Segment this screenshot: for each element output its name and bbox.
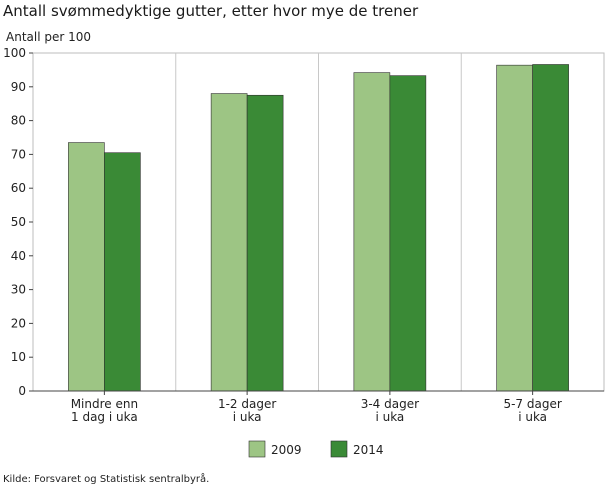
y-tick-label: 70	[11, 147, 26, 161]
y-tick-label: 40	[11, 249, 26, 263]
y-tick-label: 50	[11, 215, 26, 229]
y-tick-label: 10	[11, 350, 26, 364]
legend: 2009 2014	[248, 440, 384, 458]
y-tick-label: 100	[3, 46, 26, 60]
y-tick-label: 60	[11, 181, 26, 195]
bar-2014	[104, 152, 141, 392]
bar-2009	[353, 72, 391, 392]
y-tick-label: 30	[11, 283, 26, 297]
bar-2014	[246, 94, 284, 392]
bar-2014	[389, 75, 427, 392]
y-tick-label: 20	[11, 316, 26, 330]
legend-label-2009: 2009	[271, 443, 302, 457]
legend-swatch-2014	[330, 440, 348, 458]
y-tick-label: 80	[11, 114, 26, 128]
legend-label-2014: 2014	[353, 443, 384, 457]
y-tick-label: 0	[18, 384, 26, 398]
x-tick-label: 5-7 dager i uka	[503, 397, 561, 424]
legend-swatch-2009	[248, 440, 266, 458]
y-axis-label: Antall per 100	[6, 30, 91, 44]
x-tick-label: 3-4 dager i uka	[361, 397, 419, 424]
chart-title: Antall svømmedyktige gutter, etter hvor …	[3, 2, 419, 20]
bar-2009	[496, 64, 533, 392]
plot-area: 0 10 20 30 40 50 60 70 80 90 100 Mindre enn 1 dag i …	[3, 46, 605, 424]
bar-2009	[210, 93, 248, 392]
source-note: Kilde: Forsvaret og Statistisk sentralby…	[3, 472, 209, 485]
x-tick-label: Mindre enn 1 dag i uka	[71, 397, 138, 424]
bar-2009	[68, 142, 105, 392]
bar-2014	[532, 64, 569, 392]
x-tick-label: 1-2 dager i uka	[218, 397, 276, 424]
y-tick-label: 90	[11, 80, 26, 94]
